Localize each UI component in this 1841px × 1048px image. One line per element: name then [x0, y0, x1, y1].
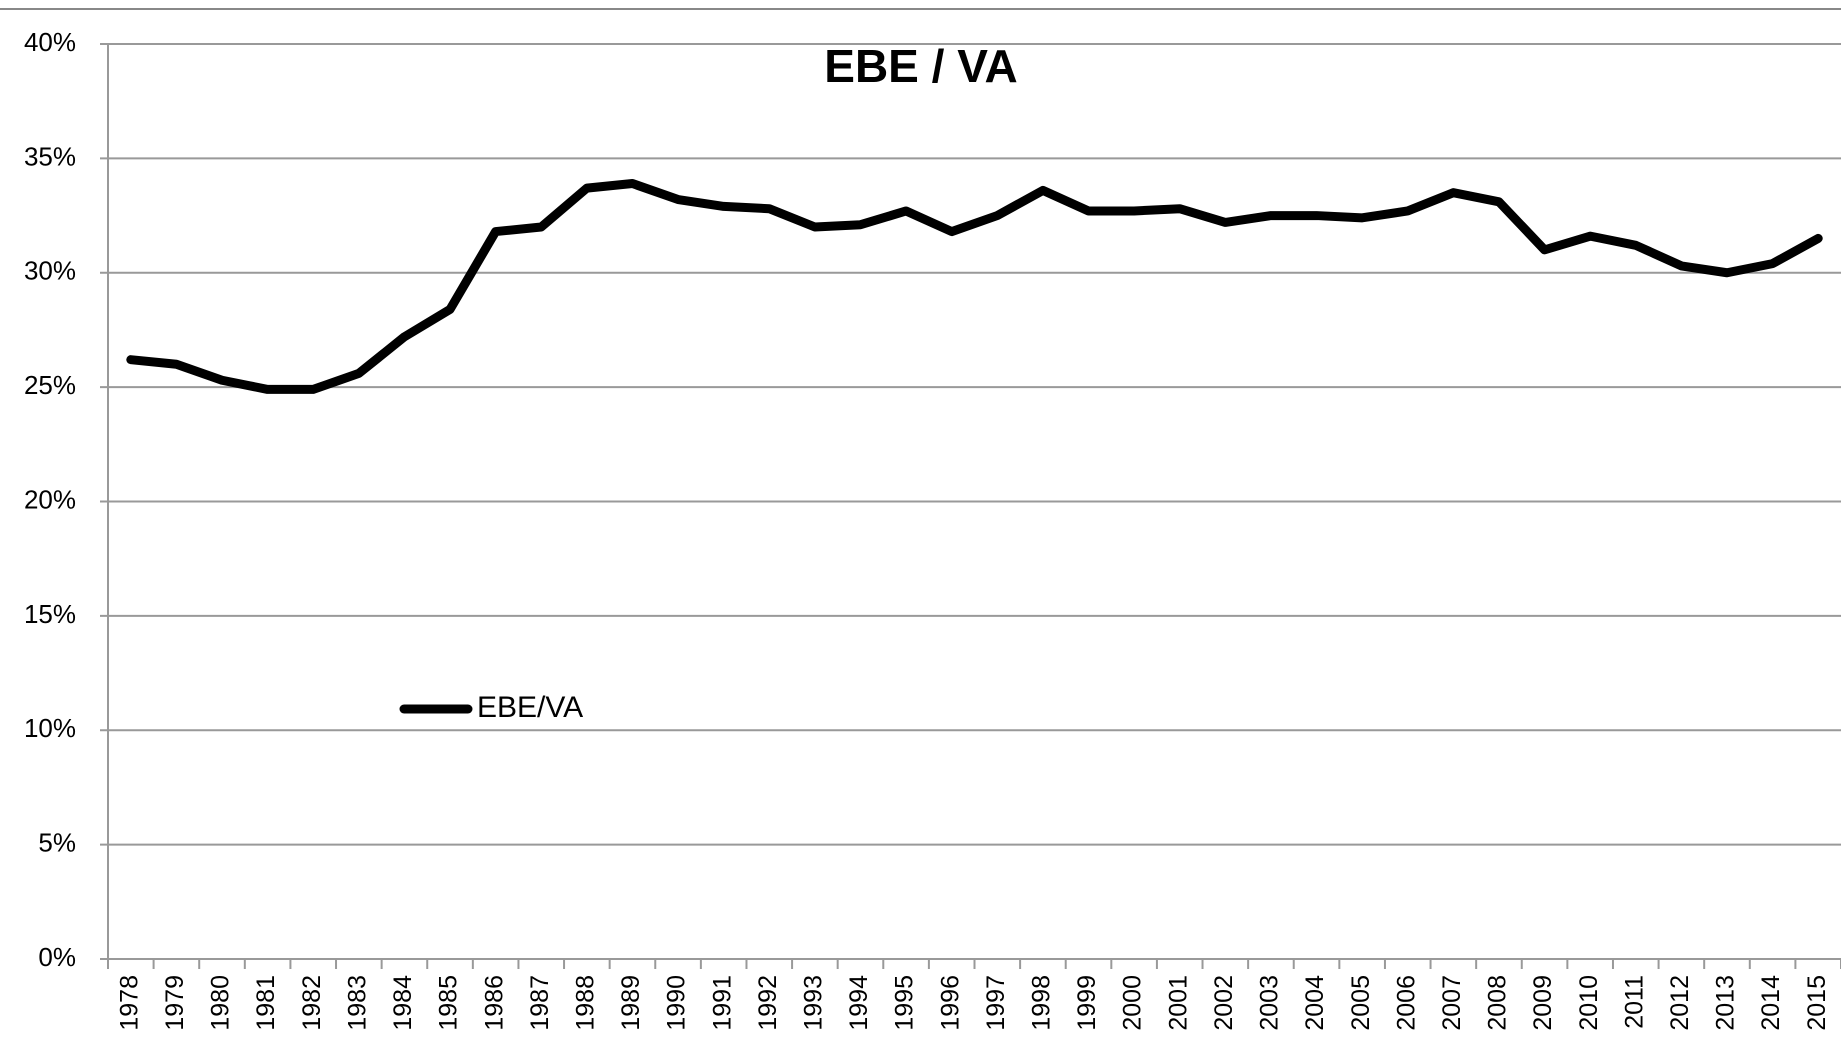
- y-tick-label: 5%: [38, 828, 76, 858]
- y-tick-label: 15%: [24, 599, 76, 629]
- x-tick-label: 1993: [799, 975, 827, 1031]
- y-tick-label: 25%: [24, 370, 76, 400]
- x-tick-label: 1978: [115, 975, 143, 1031]
- x-tick-label: 1983: [343, 975, 371, 1031]
- x-tick-label: 2011: [1620, 975, 1648, 1029]
- x-tick-label: 1984: [389, 975, 417, 1031]
- x-tick-label: 1981: [252, 975, 280, 1031]
- x-tick-label: 1992: [754, 975, 782, 1031]
- x-tick-label: 1989: [617, 975, 645, 1031]
- x-tick-label: 2002: [1210, 975, 1238, 1031]
- x-tick-label: 1999: [1073, 975, 1101, 1031]
- x-tick-label: 2003: [1256, 975, 1284, 1031]
- line-series: [126, 179, 1823, 394]
- x-tick-label: 1988: [571, 975, 599, 1031]
- x-tick-label: 2014: [1757, 975, 1785, 1031]
- y-tick-label: 35%: [24, 141, 76, 171]
- x-tick-label: 2012: [1666, 975, 1694, 1031]
- legend-label: EBE/VA: [477, 691, 583, 724]
- y-tick-label: 10%: [24, 713, 76, 743]
- x-tick-label: 1986: [480, 975, 508, 1031]
- y-tick-label: 20%: [24, 484, 76, 514]
- x-tick-label: 2015: [1803, 975, 1831, 1031]
- x-tick-label: 1994: [845, 975, 873, 1031]
- x-tick-label: 2001: [1164, 975, 1192, 1031]
- x-tick-label: 2005: [1347, 975, 1375, 1031]
- x-tick-label: 1997: [982, 975, 1010, 1031]
- x-tick-label: 2006: [1392, 975, 1420, 1031]
- x-tick-label: 2009: [1529, 975, 1557, 1031]
- x-tick-label: 2000: [1119, 975, 1147, 1031]
- x-tick-label: 1998: [1028, 975, 1056, 1031]
- x-tick-label: 1995: [891, 975, 919, 1031]
- x-tick-label: 2004: [1301, 975, 1329, 1031]
- x-tick-label: 1980: [207, 975, 235, 1031]
- x-tick-label: 1990: [663, 975, 691, 1031]
- x-tick-label: 1987: [526, 975, 554, 1031]
- x-tick-label: 2007: [1438, 975, 1466, 1031]
- y-tick-label: 0%: [38, 942, 76, 972]
- x-tick-label: 1991: [708, 975, 736, 1031]
- y-tick-label: 30%: [24, 256, 76, 286]
- x-tick-label: 2010: [1575, 975, 1603, 1031]
- x-tick-label: 2008: [1484, 975, 1512, 1031]
- x-tick-label: 1982: [298, 975, 326, 1031]
- x-tick-label: 1979: [161, 975, 189, 1031]
- chart-title: EBE / VA: [824, 40, 1017, 92]
- x-tick-label: 1985: [435, 975, 463, 1031]
- y-tick-label: 40%: [24, 27, 76, 57]
- x-tick-label: 1996: [936, 975, 964, 1031]
- x-tick-label: 2013: [1712, 975, 1740, 1031]
